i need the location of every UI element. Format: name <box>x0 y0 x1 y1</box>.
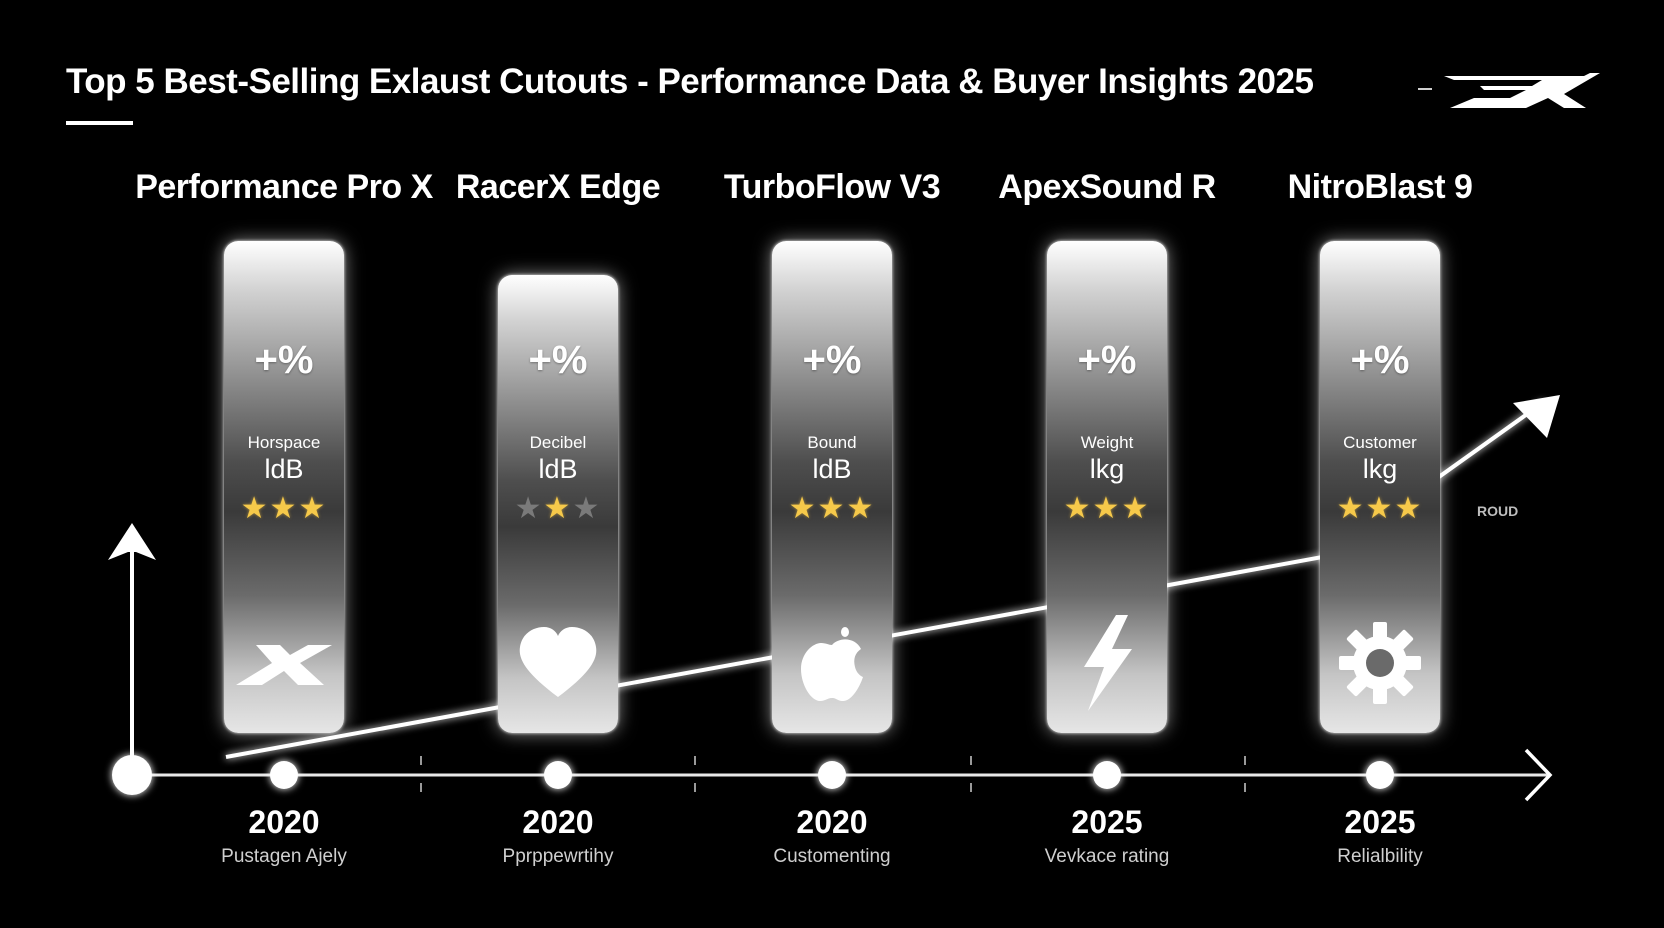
star-filled-icon: ★ <box>788 492 818 525</box>
star-filled-icon: ★ <box>817 492 847 525</box>
x-axis-point <box>270 761 298 789</box>
trend-label: ROUD <box>1477 503 1519 519</box>
star-empty-icon: ★ <box>514 492 544 525</box>
x-axis-point <box>1366 761 1394 789</box>
star-filled-icon: ★ <box>1063 492 1093 525</box>
brand-logo-icon <box>1444 73 1600 108</box>
product-name: Performance Pro X <box>135 168 433 206</box>
x-axis-year-label: 2020 <box>248 804 320 840</box>
metric-unit: lkg <box>1362 454 1398 484</box>
metric-label: Decibel <box>529 433 587 452</box>
bar-value-label: +% <box>254 338 314 382</box>
y-axis-arrowhead <box>108 523 156 560</box>
metric-unit: ldB <box>812 454 852 484</box>
gear-icon <box>1339 622 1421 709</box>
x-logo-icon <box>232 639 336 692</box>
bar-value-label: +% <box>1077 338 1137 382</box>
metric-label: Horspace <box>247 433 321 452</box>
axis-origin-dot <box>112 755 152 795</box>
apple-icon <box>799 625 865 706</box>
metric-label: Weight <box>1080 433 1134 452</box>
star-rating: ★★★ <box>498 494 618 524</box>
x-axis-year-label: 2025 <box>1344 804 1416 840</box>
bar-card: +% Decibel ldB ★★★ <box>498 275 618 733</box>
metric-label: Bound <box>807 433 857 452</box>
x-axis-arrowhead <box>1524 748 1553 802</box>
bar-value-label: +% <box>802 338 862 382</box>
metric-label: Customer <box>1343 433 1417 452</box>
star-filled-icon: ★ <box>269 492 299 525</box>
trend-arrowhead-icon <box>1513 395 1560 438</box>
star-empty-icon: ★ <box>572 492 602 525</box>
star-filled-icon: ★ <box>1365 492 1395 525</box>
x-axis-point <box>544 761 572 789</box>
title-underline <box>66 121 133 125</box>
metric-unit: lkg <box>1089 454 1125 484</box>
x-axis-year-label: 2025 <box>1071 804 1143 840</box>
bar-card: +% Customer lkg ★★★ <box>1320 241 1440 733</box>
product-name: ApexSound R <box>998 168 1216 206</box>
page-title: Top 5 Best-Selling Exlaust Cutouts - Per… <box>66 62 1314 101</box>
star-filled-icon: ★ <box>1092 492 1122 525</box>
star-filled-icon: ★ <box>298 492 328 525</box>
star-rating: ★★★ <box>1047 494 1167 524</box>
heart-icon <box>518 627 598 704</box>
star-filled-icon: ★ <box>1394 492 1424 525</box>
bar-value-label: +% <box>1350 338 1410 382</box>
bar-value-label: +% <box>528 338 588 382</box>
star-rating: ★★★ <box>1320 494 1440 524</box>
x-axis-year-label: 2020 <box>796 804 868 840</box>
product-name: NitroBlast 9 <box>1287 168 1473 206</box>
x-axis-caption: Vevkace rating <box>1044 846 1170 867</box>
x-axis-caption: Customenting <box>773 846 891 867</box>
lightning-icon <box>1078 615 1136 716</box>
star-filled-icon: ★ <box>1336 492 1366 525</box>
bar-card: +% Bound ldB ★★★ <box>772 241 892 733</box>
metric-unit: ldB <box>264 454 304 484</box>
x-axis-point <box>1093 761 1121 789</box>
star-filled-icon: ★ <box>240 492 270 525</box>
star-filled-icon: ★ <box>1121 492 1151 525</box>
x-axis-caption: Relialbility <box>1337 846 1423 867</box>
star-rating: ★★★ <box>772 494 892 524</box>
product-name: TurboFlow V3 <box>723 168 941 206</box>
star-filled-icon: ★ <box>846 492 876 525</box>
bar-card: +% Weight lkg ★★★ <box>1047 241 1167 733</box>
bar-card: +% Horspace ldB ★★★ <box>224 241 344 733</box>
brand-dash <box>1418 88 1432 90</box>
star-filled-icon: ★ <box>543 492 573 525</box>
x-axis-caption: Pustagen Ajely <box>221 846 347 867</box>
product-name: RacerX Edge <box>455 168 661 206</box>
metric-unit: ldB <box>538 454 578 484</box>
star-rating: ★★★ <box>224 494 344 524</box>
x-axis-caption: Pprppewrtihy <box>502 846 614 867</box>
x-axis-point <box>818 761 846 789</box>
x-axis-year-label: 2020 <box>522 804 594 840</box>
